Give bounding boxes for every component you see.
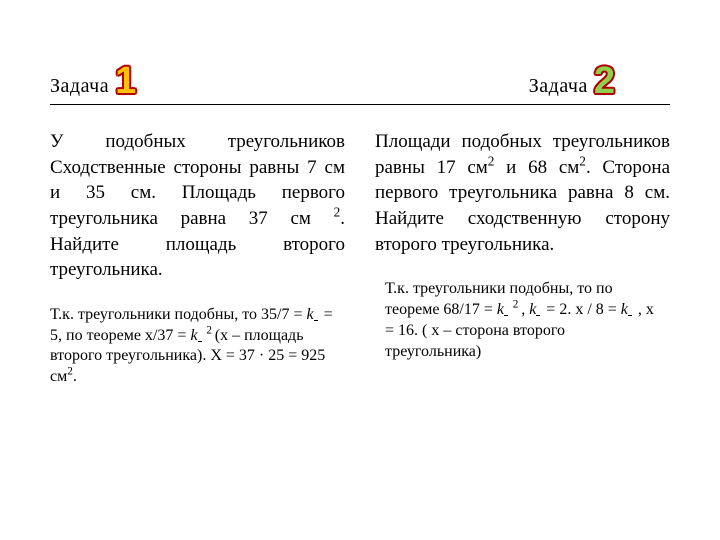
s2-tick2 — [536, 304, 542, 314]
solution-1-text: Т.к. треугольники подобны, то 35/7 = k =… — [50, 305, 345, 388]
header-underline — [50, 104, 670, 105]
s2-tick1 — [504, 304, 510, 314]
s1-a: Т.к. треугольники подобны, то 35/7 = — [50, 306, 306, 323]
s1-d: . — [73, 368, 77, 385]
slide: Задача 1 Задача 2 У подобных треугольник… — [0, 0, 720, 540]
s1-tick1 — [314, 309, 320, 319]
task1-number: 1 — [115, 62, 136, 100]
task2-label: Задача — [529, 75, 588, 98]
s2-sup1: 2 — [510, 299, 521, 311]
problem-2-text: Площади подобных треугольников равны 17 … — [375, 129, 670, 257]
s1-k1: k — [306, 306, 313, 323]
s2-b: , — [521, 301, 529, 318]
p2-s2: 2 — [579, 153, 586, 168]
header-right: Задача 2 — [529, 60, 615, 98]
s2-tick3 — [628, 304, 634, 314]
column-1: У подобных треугольников Сходственные ст… — [50, 129, 345, 388]
headers-row: Задача 1 Задача 2 — [50, 60, 670, 98]
s2-k1: k — [497, 301, 504, 318]
p2-t2: и 68 см — [494, 157, 579, 178]
task2-number: 2 — [594, 62, 615, 100]
s2-c: = 2. х / 8 = — [542, 301, 621, 318]
p1-pre: У подобных треугольников Сходственные ст… — [50, 131, 345, 229]
problem-1-text: У подобных треугольников Сходственные ст… — [50, 129, 345, 283]
header-left: Задача 1 — [50, 60, 136, 98]
column-2: Площади подобных треугольников равны 17 … — [375, 129, 670, 388]
s2-k3: k — [621, 301, 628, 318]
task1-label: Задача — [50, 75, 109, 98]
columns: У подобных треугольников Сходственные ст… — [50, 129, 670, 388]
s1-k2: k — [190, 327, 197, 344]
solution-2-text: Т.к. треугольники подобны, то по теореме… — [375, 279, 670, 362]
s2-k2: k — [529, 301, 536, 318]
s1-tick2 — [198, 330, 204, 340]
s1-sup: 2 — [204, 324, 215, 336]
